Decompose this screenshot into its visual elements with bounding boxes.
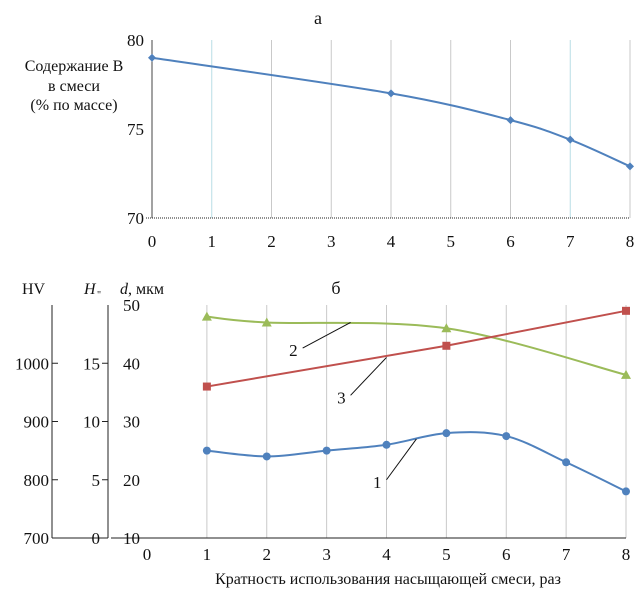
- d-axis-label-var: d: [120, 281, 129, 298]
- panel-a-y-tick-label: 75: [127, 120, 144, 139]
- series-3-callout-label: 3: [337, 388, 346, 407]
- h-tick-label: 10: [83, 413, 100, 432]
- d-tick-label: 30: [123, 413, 140, 432]
- panel-a-x-tick-label: 1: [208, 232, 217, 251]
- panel-b-series-2-line: [206, 315, 627, 376]
- series-1-leader-line: [386, 438, 417, 481]
- panel-b-series-1-point: [262, 452, 271, 461]
- h-axis-label: H: [83, 281, 97, 298]
- panel-a-ylabel-line-1: Содержание В: [25, 58, 124, 75]
- panel-b-series: [201, 306, 631, 496]
- series-1-callout-label: 1: [373, 473, 382, 492]
- hv-tick-label: 800: [24, 471, 50, 490]
- d-tick-label: 20: [123, 471, 140, 490]
- panel-b-x-tick-label: 4: [382, 545, 391, 564]
- hv-tick-label: 700: [24, 529, 50, 548]
- panel-b-series-1-point: [502, 432, 511, 441]
- panel-b-series-3-point: [442, 341, 451, 350]
- panel-b-x-tick-label: 1: [203, 545, 212, 564]
- panel-a-ylabel-line-2: в смеси: [48, 78, 100, 95]
- panel-b-series-2-point: [441, 323, 452, 333]
- panel-a-x-tick-label: 5: [447, 232, 456, 251]
- series-3-leader-line: [350, 357, 387, 396]
- hv-tick-label: 900: [24, 413, 50, 432]
- h-tick-label: 0: [92, 529, 101, 548]
- series-2-callout-label: 2: [289, 341, 298, 360]
- d-tick-label: 10: [123, 529, 140, 548]
- panel-b-x-tick-label: 6: [502, 545, 511, 564]
- panel-b-x-tick-label: 3: [322, 545, 331, 564]
- d-axis-label: d, мкм: [120, 281, 164, 298]
- panel-a-y-tick-label: 70: [127, 209, 144, 228]
- panel-a-gridlines: [146, 40, 631, 219]
- panel-a-x-tick-label: 2: [267, 232, 276, 251]
- h-axis-label-subscript: ": [97, 290, 101, 301]
- panel-a-x-tick-label: 4: [387, 232, 396, 251]
- panel-b-gridlines: [111, 305, 627, 539]
- chart-panel-a: а Содержание В в смеси (% по массе) 0 1 2 3…: [25, 8, 635, 251]
- panel-b-series-1-point: [562, 458, 571, 467]
- panel-b-series-1-point: [442, 429, 451, 438]
- panel-b-x-tick-label: 2: [263, 545, 272, 564]
- d-tick-label: 50: [123, 296, 140, 315]
- panel-b-series-2-point: [621, 369, 631, 379]
- panel-a-tick-labels: 0 1 2 3 4 5 6 7 8 70 75 80: [127, 31, 634, 251]
- panel-b-x-tick-label: 5: [442, 545, 451, 564]
- panel-a-ylabel-line-3: (% по массе): [30, 97, 117, 114]
- panel-b-series-2-point: [261, 317, 272, 327]
- d-axis-label-unit: , мкм: [128, 281, 164, 298]
- panel-a-data-point: [566, 135, 575, 144]
- panel-b-series-1-point: [202, 446, 211, 455]
- panel-a-x-tick-label: 8: [626, 232, 635, 251]
- d-tick-label: 40: [123, 354, 140, 373]
- panel-b-x-tick-label: 8: [622, 545, 631, 564]
- chart-panel-b: б HV H " d, мкм 0 1 2 3 4 5 6 7 8 700 800 900 1000 0 5…: [15, 278, 631, 588]
- panel-b-series-1-point: [382, 440, 391, 449]
- panel-a-x-tick-label: 6: [506, 232, 515, 251]
- panel-b-series-3-point: [202, 382, 211, 391]
- panel-a-data-point: [387, 89, 395, 98]
- panel-a-x-tick-label: 0: [148, 232, 157, 251]
- panel-b-x-tick-label: 0: [143, 545, 152, 564]
- panel-a-label: а: [314, 8, 322, 28]
- panel-a-data-point: [626, 162, 634, 171]
- panel-b-series-1-point: [322, 446, 331, 455]
- panel-a-data-point: [506, 116, 515, 125]
- h-tick-label: 15: [83, 354, 100, 373]
- panel-a-series: [148, 53, 634, 171]
- panel-b-series-3-point: [622, 306, 630, 315]
- panel-a-y-tick-label: 80: [127, 31, 144, 50]
- panel-b-tick-labels: 0 1 2 3 4 5 6 7 8 700 800 900 1000 0 5 10 15 10 20 30 40 50: [15, 296, 630, 564]
- panel-b-series-1-point: [622, 487, 630, 496]
- panel-a-series-line: [151, 56, 631, 168]
- panel-a-data-point: [148, 53, 156, 62]
- panel-b-x-tick-label: 7: [562, 545, 571, 564]
- panel-a-x-tick-label: 3: [327, 232, 336, 251]
- hv-tick-label: 1000: [15, 354, 49, 373]
- panel-b-callouts: 1 2 3: [289, 322, 417, 492]
- series-2-leader-line: [302, 322, 351, 349]
- panel-b-series-2-point: [201, 311, 212, 321]
- hv-axis-label: HV: [22, 281, 46, 298]
- h-tick-label: 5: [92, 471, 101, 490]
- panel-a-x-tick-label: 7: [566, 232, 575, 251]
- panel-b-xlabel: Кратность использования насыщающей смеси…: [215, 571, 561, 588]
- panel-b-label: б: [331, 278, 340, 298]
